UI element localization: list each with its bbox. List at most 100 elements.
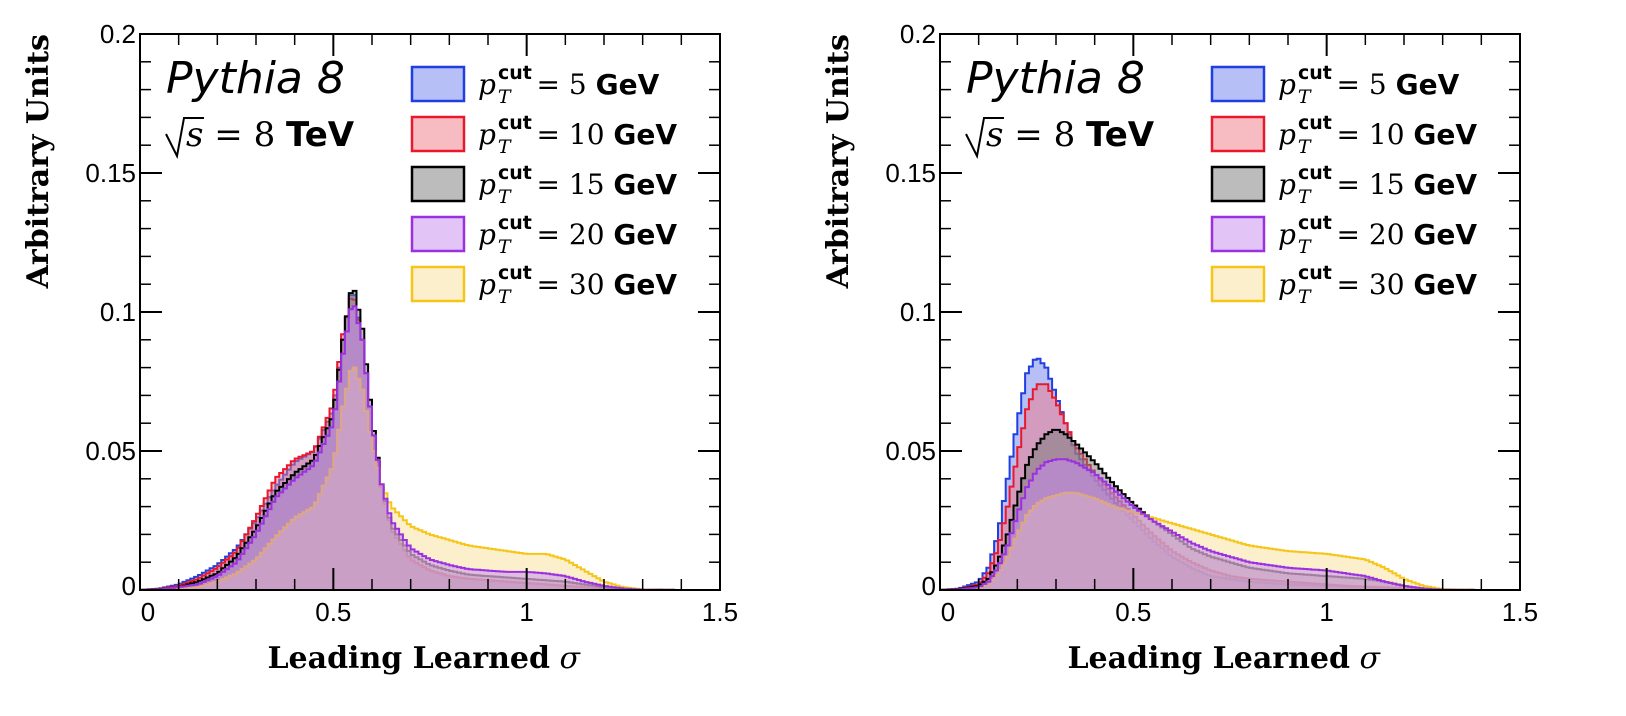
legend-swatch: [1210, 265, 1266, 303]
legend-equals: =: [1337, 168, 1369, 201]
legend-superscript: cut: [1298, 112, 1332, 134]
legend-equals: =: [537, 118, 569, 151]
legend-label: p cut T = 20 GeV: [1278, 212, 1477, 258]
legend-superscript: cut: [1298, 212, 1332, 234]
legend-label: p cut T = 15 GeV: [478, 162, 677, 208]
legend-swatch: [410, 265, 466, 303]
legend-value: 20: [569, 218, 605, 251]
legend-unit: GeV: [596, 68, 660, 101]
energy-equals: =: [203, 115, 253, 155]
legend-entry-4: p cut T = 30 GeV: [410, 262, 677, 308]
y-axis-title: Arbitrary Units: [821, 34, 856, 289]
energy-label: s = 8 TeV: [186, 115, 355, 155]
legend-symbol: p: [1278, 168, 1296, 201]
energy-symbol: s: [186, 115, 203, 155]
legend-swatch: [410, 215, 466, 253]
y-tick-label: 0.05: [885, 436, 936, 466]
legend-entry-2: p cut T = 15 GeV: [410, 162, 677, 208]
legend-swatch: [410, 65, 466, 103]
y-tick-label: 0.1: [900, 297, 936, 327]
legend-equals: =: [537, 268, 569, 301]
legend-subscript: T: [498, 86, 512, 108]
legend-equals: =: [537, 168, 569, 201]
legend-label: p cut T = 30 GeV: [478, 262, 677, 308]
legend-superscript: cut: [498, 162, 532, 184]
legend-swatch: [410, 115, 466, 153]
left-chart-panel: 0 0.5 1 1.5 0 0.05 0.1 0.15 0.2 Leading Learned σ…: [21, 19, 738, 676]
x-tick-label: 0.5: [315, 597, 351, 627]
legend-entry-0: p cut T = 5 GeV: [1210, 62, 1460, 108]
legend-swatch: [410, 165, 466, 203]
legend-symbol: p: [1278, 118, 1296, 151]
x-axis-title: Leading Learned σ: [1067, 641, 1381, 676]
legend-value: 15: [569, 168, 605, 201]
legend-value: 30: [569, 268, 605, 301]
legend-entry-0: p cut T = 5 GeV: [410, 62, 660, 108]
legend-equals: =: [1337, 68, 1369, 101]
legend-symbol: p: [1278, 218, 1296, 251]
legend-symbol: p: [478, 168, 496, 201]
legend-unit: GeV: [613, 268, 677, 301]
x-tick-label: 0.5: [1115, 597, 1151, 627]
legend-subscript: T: [1298, 86, 1312, 108]
legend-swatch: [1210, 115, 1266, 153]
legend-swatch: [1210, 165, 1266, 203]
legend-equals: =: [1337, 218, 1369, 251]
legend-unit: GeV: [613, 168, 677, 201]
legend-unit: GeV: [1413, 168, 1477, 201]
legend-superscript: cut: [1298, 162, 1332, 184]
generator-label: Pythia 8: [166, 53, 345, 104]
x-axis-title-text: Leading Learned: [1067, 641, 1350, 676]
legend-subscript: T: [1298, 136, 1312, 158]
legend-subscript: T: [498, 136, 512, 158]
legend-equals: =: [1337, 118, 1369, 151]
x-tick-label: 1.5: [702, 597, 738, 627]
legend-unit: GeV: [613, 118, 677, 151]
legend-symbol: p: [478, 68, 496, 101]
legend-subscript: T: [1298, 186, 1312, 208]
legend-symbol: p: [1278, 68, 1296, 101]
energy-label: s = 8 TeV: [986, 115, 1155, 155]
legend-entry-4: p cut T = 30 GeV: [1210, 262, 1477, 308]
energy-symbol: s: [986, 115, 1003, 155]
legend-subscript: T: [498, 236, 512, 258]
legend-swatch: [1210, 215, 1266, 253]
x-axis-title-symbol: σ: [550, 641, 582, 676]
x-axis-title-symbol: σ: [1350, 641, 1382, 676]
series-3-histogram: [939, 458, 1520, 591]
x-axis-title: Leading Learned σ: [267, 641, 581, 676]
legend-superscript: cut: [498, 112, 532, 134]
y-tick-label: 0.2: [900, 19, 936, 49]
legend-swatch: [1210, 65, 1266, 103]
legend-subscript: T: [1298, 286, 1312, 308]
legend-subscript: T: [498, 286, 512, 308]
legend-entry-2: p cut T = 15 GeV: [1210, 162, 1477, 208]
legend-symbol: p: [478, 118, 496, 151]
legend-unit: GeV: [1396, 68, 1460, 101]
legend-value: 5: [1369, 68, 1387, 101]
legend-symbol: p: [1278, 268, 1296, 301]
legend-label: p cut T = 20 GeV: [478, 212, 677, 258]
y-tick-label: 0.15: [885, 158, 936, 188]
legend-superscript: cut: [1298, 62, 1332, 84]
legend-unit: GeV: [1413, 268, 1477, 301]
legend-value: 10: [1369, 118, 1405, 151]
legend-superscript: cut: [498, 62, 532, 84]
legend-unit: GeV: [1413, 218, 1477, 251]
y-tick-label: 0: [922, 571, 936, 601]
sqrt-icon: [165, 117, 204, 160]
sqrt-icon: [965, 117, 1004, 160]
legend-value: 30: [1369, 268, 1405, 301]
legend-label: p cut T = 10 GeV: [1278, 112, 1477, 158]
legend-equals: =: [537, 218, 569, 251]
energy-value: 8: [1054, 115, 1076, 155]
legend-value: 20: [1369, 218, 1405, 251]
legend-label: p cut T = 10 GeV: [478, 112, 677, 158]
legend-superscript: cut: [1298, 262, 1332, 284]
x-tick-label: 0: [141, 597, 155, 627]
legend-superscript: cut: [498, 212, 532, 234]
legend-label: p cut T = 5 GeV: [478, 62, 660, 108]
x-tick-label: 1: [1319, 597, 1333, 627]
right-chart-panel: 0 0.5 1 1.5 0 0.05 0.1 0.15 0.2 Leading Learned σ…: [821, 19, 1538, 676]
